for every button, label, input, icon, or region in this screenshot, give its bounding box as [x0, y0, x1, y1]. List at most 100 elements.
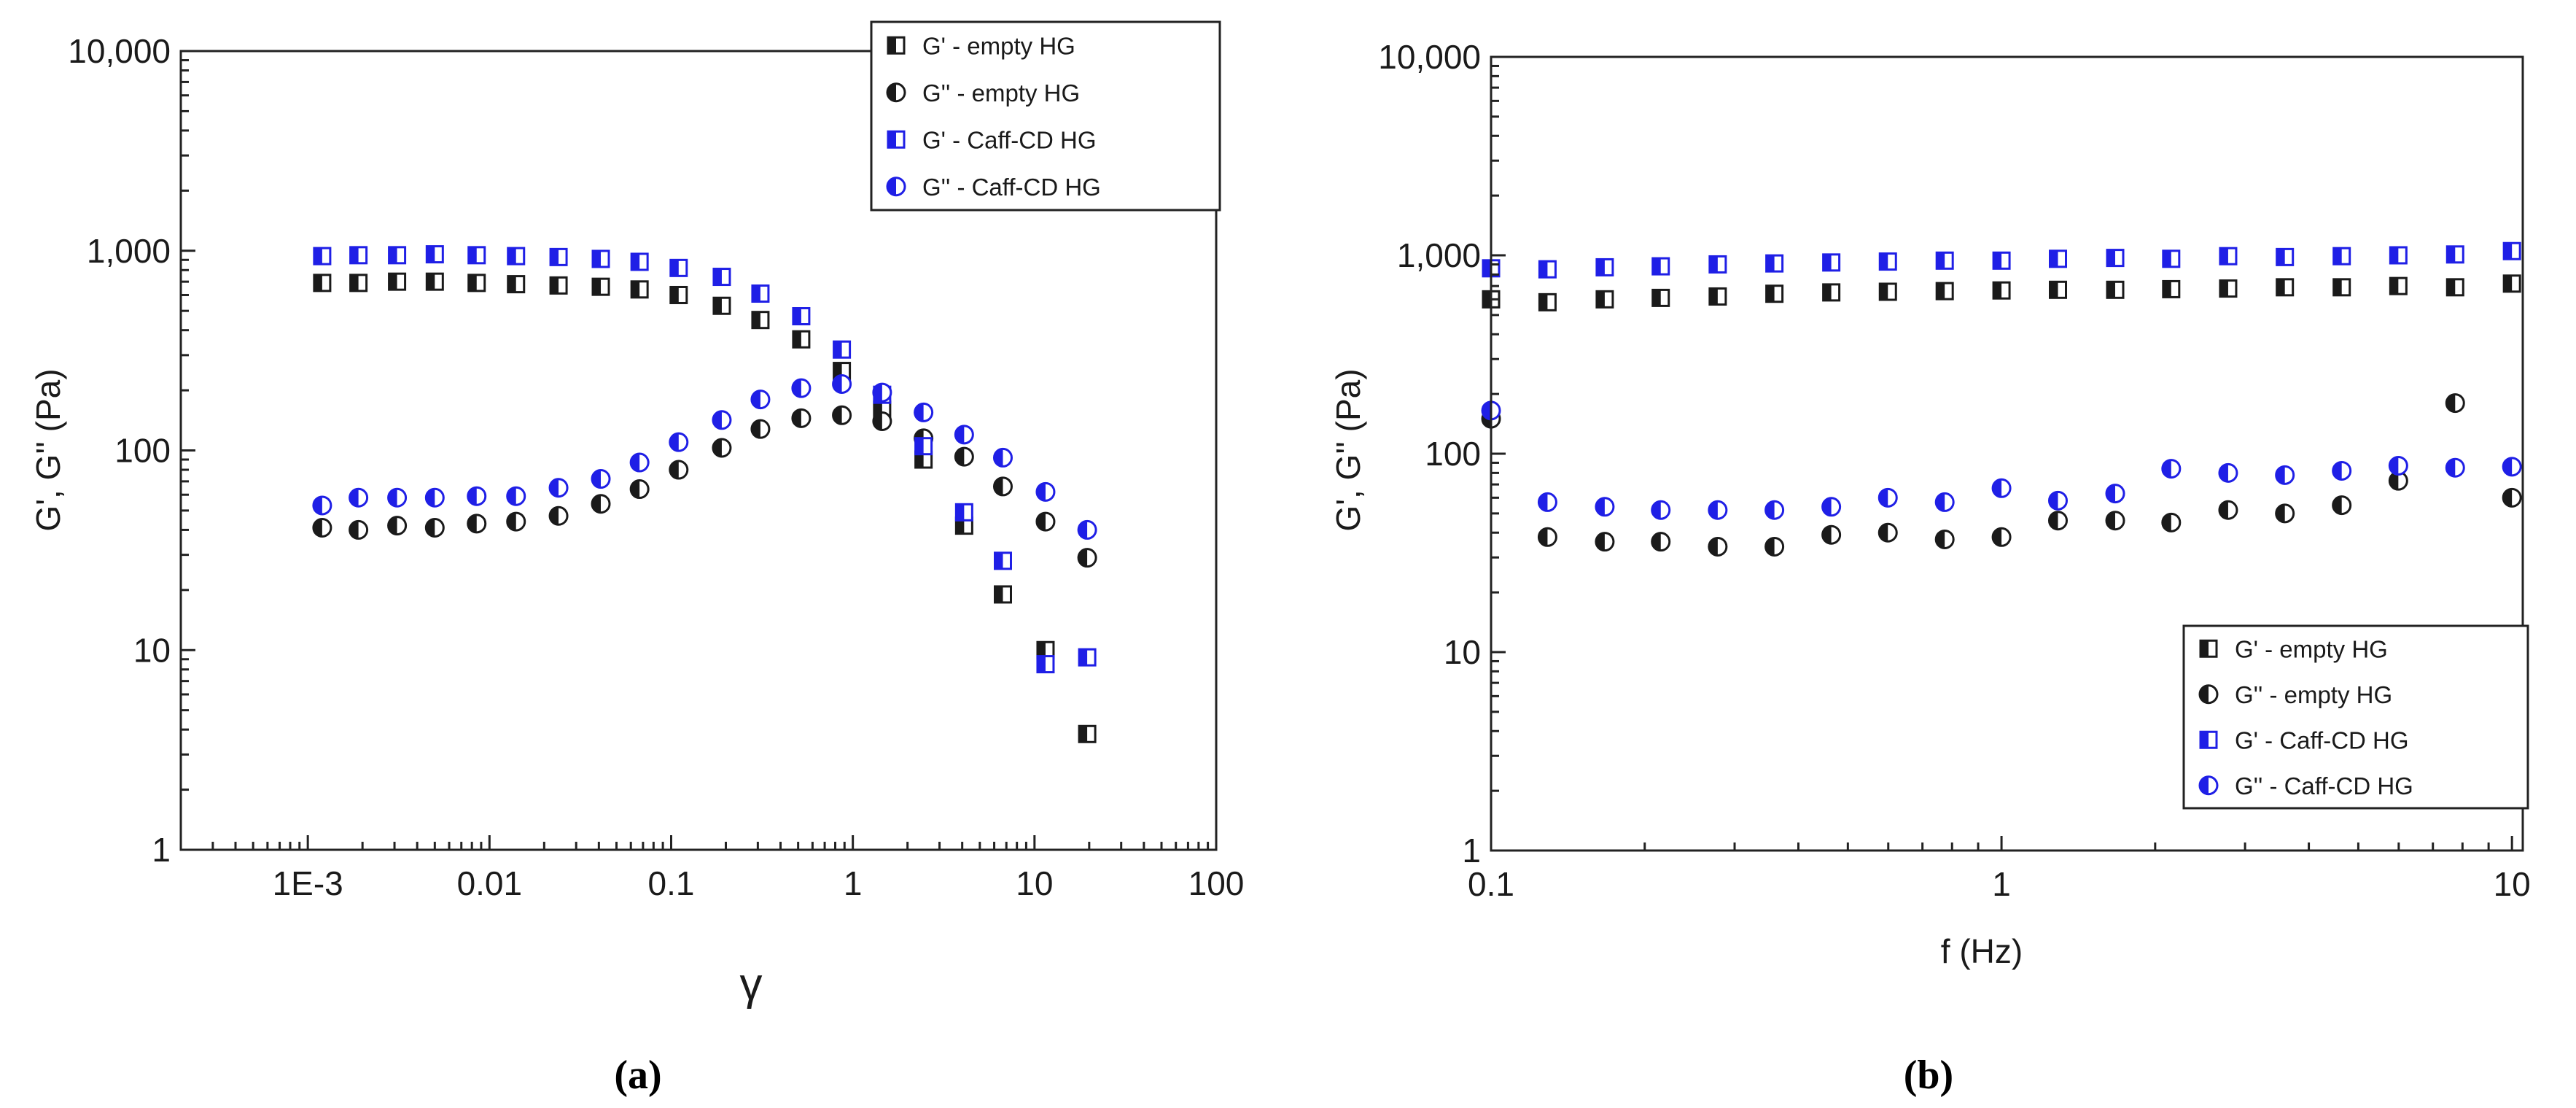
data-point: [2445, 393, 2465, 414]
data-point: [2389, 246, 2408, 265]
data-point: [349, 519, 369, 540]
data-point: [1036, 655, 1055, 674]
legend-label: G'' - empty HG: [2235, 681, 2392, 708]
panel-b-markers: [1481, 241, 2522, 557]
data-point: [1822, 283, 1841, 302]
data-point: [1877, 487, 1898, 508]
data-point: [1595, 257, 1614, 276]
data-point: [2332, 460, 2352, 481]
data-point: [1992, 251, 2011, 270]
data-point: [1878, 282, 1897, 301]
data-point: [1595, 532, 1615, 552]
data-point: [2276, 278, 2295, 297]
data-point: [1822, 253, 1841, 272]
data-point: [591, 249, 610, 268]
legend-label: G' - empty HG: [2235, 635, 2388, 662]
data-point: [1078, 648, 1097, 667]
data-point: [312, 495, 332, 516]
data-point: [549, 276, 568, 295]
x-tick-label: 1E-3: [273, 864, 343, 902]
data-point: [993, 551, 1012, 570]
data-point: [2048, 490, 2069, 511]
data-point: [832, 405, 852, 425]
data-point: [1651, 257, 1670, 276]
data-point: [506, 511, 526, 532]
data-point: [669, 460, 689, 480]
legend-marker: [887, 130, 906, 149]
data-point: [2049, 249, 2068, 268]
data-point: [387, 487, 408, 508]
data-point: [751, 311, 770, 330]
data-point: [2048, 511, 2069, 531]
panel-a-y-axis-label: G', G'' (Pa): [29, 368, 67, 531]
data-point: [1765, 254, 1784, 273]
data-point: [2161, 459, 2182, 479]
data-point: [2162, 279, 2181, 298]
data-point: [792, 307, 811, 326]
data-point: [349, 274, 368, 293]
data-point: [467, 486, 487, 506]
data-point: [832, 373, 852, 394]
data-point: [1538, 293, 1557, 311]
data-point: [591, 277, 610, 296]
data-point: [669, 258, 688, 277]
data-point: [712, 268, 731, 287]
data-point: [1764, 500, 1785, 520]
data-point: [467, 514, 487, 534]
x-tick-label: 0.1: [648, 864, 695, 902]
data-point: [313, 247, 332, 266]
legend-marker: [2198, 684, 2219, 705]
y-tick-label: 10: [133, 631, 171, 669]
data-point: [2332, 278, 2351, 297]
legend-marker: [2199, 639, 2218, 658]
y-tick-label: 100: [1425, 435, 1481, 473]
data-point: [1991, 478, 2012, 498]
data-point: [1934, 529, 1955, 549]
y-tick-label: 1: [1462, 832, 1481, 869]
data-point: [1651, 288, 1670, 307]
data-point: [1708, 287, 1727, 306]
data-point: [1077, 548, 1097, 568]
data-point: [2332, 247, 2351, 266]
legend-label: G' - Caff-CD HG: [2235, 727, 2409, 753]
legend-label: G'' - Caff-CD HG: [2235, 772, 2413, 799]
data-point: [750, 419, 771, 439]
data-point: [2445, 278, 2464, 297]
data-point: [1595, 290, 1614, 309]
data-point: [993, 585, 1012, 604]
data-point: [791, 408, 812, 428]
y-tick-label: 10: [1444, 633, 1481, 671]
data-point: [1821, 524, 1842, 545]
data-point: [548, 505, 569, 526]
data-point: [2049, 280, 2068, 299]
data-point: [2275, 503, 2295, 524]
legend-label: G' - Caff-CD HG: [922, 126, 1097, 153]
panel-b-x-axis: 0.1 1 10: [1468, 836, 2531, 903]
data-point: [1651, 532, 1671, 552]
data-point: [712, 296, 731, 315]
data-point: [549, 247, 568, 266]
data-point: [2218, 462, 2238, 483]
data-point: [630, 280, 649, 299]
data-point: [1708, 255, 1727, 274]
data-point: [1878, 252, 1897, 271]
data-point: [467, 274, 486, 293]
data-point: [791, 378, 812, 398]
data-point: [2388, 455, 2408, 476]
data-point: [1821, 497, 1842, 517]
panel-a-y-axis: 1 10 100 1,000 10,000: [68, 32, 195, 869]
legend-marker: [887, 36, 906, 55]
panel-a-legend: G' - empty HG G'' - empty HG G' - Caff-CD …: [870, 20, 1221, 212]
legend-box: [870, 20, 1221, 212]
y-tick-label: 100: [114, 432, 171, 470]
data-point: [1537, 527, 1557, 547]
data-point: [1035, 511, 1056, 532]
data-point: [872, 411, 892, 431]
legend-marker: [2199, 730, 2218, 749]
data-point: [2218, 500, 2238, 520]
legend-marker: [2198, 775, 2219, 796]
panel-a-caption: (a): [614, 1053, 661, 1098]
data-point: [387, 516, 408, 536]
data-point: [1877, 522, 1898, 543]
